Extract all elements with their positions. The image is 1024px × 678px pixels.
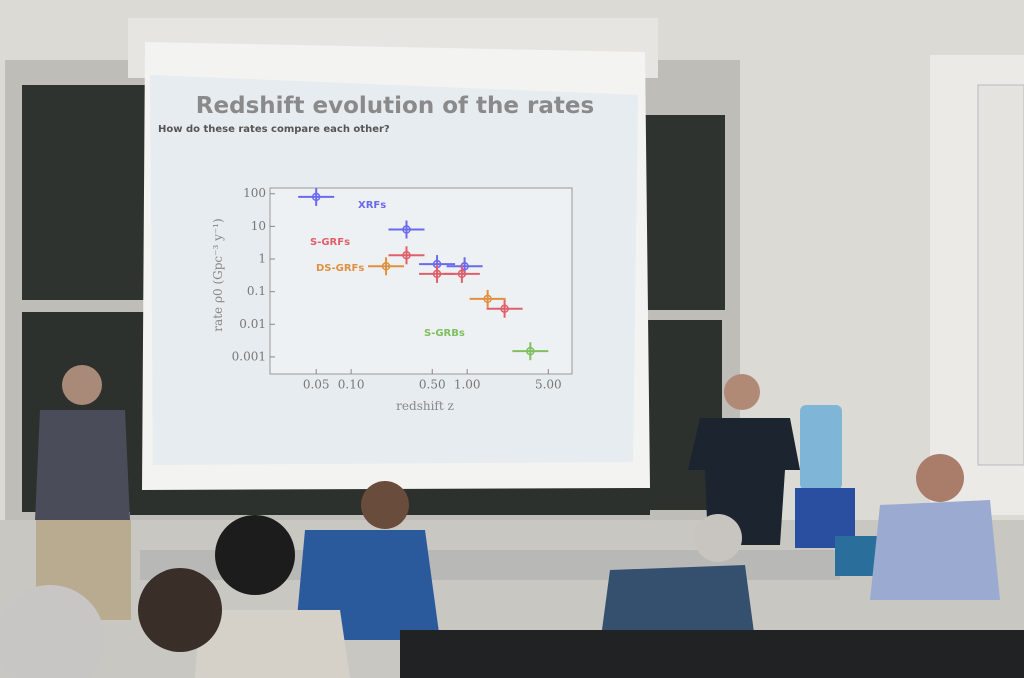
plot: 100 10 1 0.1 0.01 0.001 0.05 0.10 0.50 1.00 5.00 XR…: [232, 186, 562, 391]
y-tick-label: 10: [251, 219, 266, 233]
x-tick-label: 0.05: [303, 378, 330, 392]
y-tick-label: 0.01: [239, 317, 266, 331]
slide-subtitle: How do these rates compare each other?: [158, 124, 390, 135]
series-label: S-GRFs: [310, 237, 350, 248]
person-seated-right: [870, 454, 1000, 600]
marker: [526, 346, 535, 356]
water-bottle: [800, 405, 842, 490]
data-point: [388, 246, 425, 265]
x-tick-label: 0.50: [419, 378, 446, 392]
marker: [381, 262, 391, 271]
plot-area: [269, 187, 573, 375]
y-tick-label: 1: [258, 252, 266, 266]
presenter: [688, 374, 800, 545]
y-axis-label: rate ρ0 (Gpc⁻³ y⁻¹): [211, 218, 225, 331]
x-tick-label: 5.00: [535, 378, 562, 392]
marker: [500, 304, 509, 313]
chalkboard: [22, 85, 147, 300]
y-tick-label: 100: [243, 186, 266, 200]
marker: [402, 225, 411, 234]
data-point: [469, 289, 506, 308]
series-label: S-GRBs: [424, 328, 465, 339]
data-point: [368, 257, 405, 276]
data-point: [298, 187, 335, 206]
y-tick-label: 0.1: [247, 284, 266, 298]
marker: [402, 251, 411, 260]
series-label: DS-GRFs: [316, 263, 364, 274]
marker: [432, 269, 442, 279]
marker: [457, 269, 467, 279]
data-point: [388, 220, 425, 239]
marker: [483, 294, 492, 304]
slide-title: Redshift evolution of the rates: [196, 93, 594, 119]
data-point: [443, 264, 480, 283]
y-tick-label: 0.001: [232, 349, 266, 363]
x-tick-label: 0.10: [338, 378, 365, 392]
series-label: XRFs: [358, 200, 386, 211]
x-axis-label: redshift z: [396, 399, 454, 413]
data-point: [512, 342, 549, 361]
marker: [311, 192, 321, 202]
x-tick-label: 1.00: [454, 378, 481, 392]
data-point: [486, 299, 523, 318]
chalkboard: [640, 115, 725, 310]
audience: [0, 481, 1024, 678]
curtain: [977, 84, 1024, 466]
